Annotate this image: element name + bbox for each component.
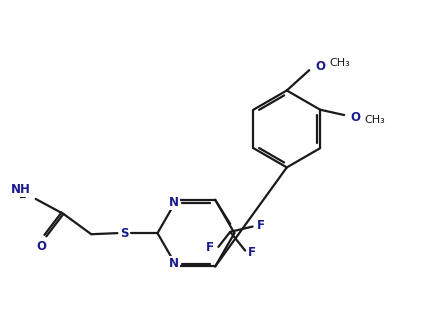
Text: S: S bbox=[120, 227, 128, 240]
Text: CH₃: CH₃ bbox=[364, 115, 385, 125]
Text: N: N bbox=[169, 196, 179, 209]
Text: O: O bbox=[315, 61, 326, 73]
Text: F: F bbox=[257, 219, 265, 232]
Text: O: O bbox=[36, 240, 46, 252]
Text: NH: NH bbox=[11, 183, 31, 196]
Text: F: F bbox=[248, 246, 257, 259]
Text: O: O bbox=[350, 111, 360, 124]
Text: CH₃: CH₃ bbox=[329, 58, 350, 68]
Text: F: F bbox=[206, 242, 214, 254]
Text: N: N bbox=[169, 257, 179, 270]
